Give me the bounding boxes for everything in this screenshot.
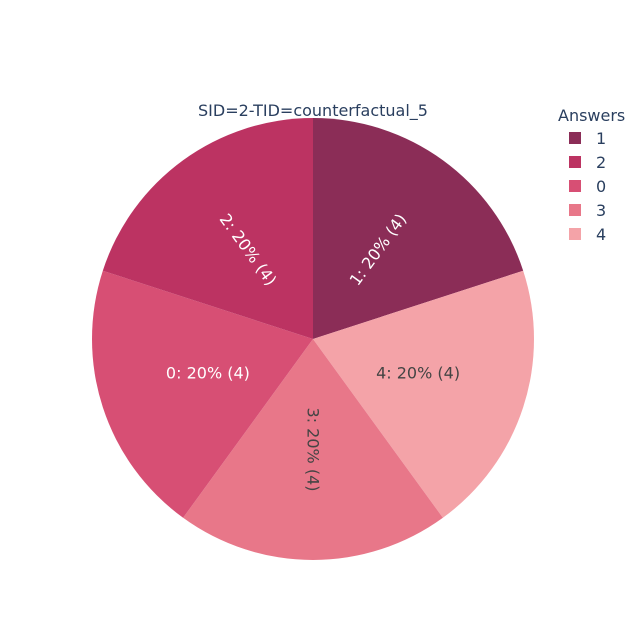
pie-slice-2 (102, 118, 313, 339)
pie-slice-3 (183, 339, 443, 561)
slice-label-4: 4: 20% (4) (376, 364, 460, 383)
slice-label-0: 0: 20% (4) (166, 364, 250, 383)
pie-slices (91, 118, 534, 561)
legend-title: Answers (558, 106, 625, 125)
legend-label-2[interactable]: 2 (596, 153, 606, 172)
legend-label-0[interactable]: 0 (596, 177, 606, 196)
legend-label-1[interactable]: 1 (596, 129, 606, 148)
chart-subtitle: SID=2-TID=counterfactual_5 (198, 101, 428, 121)
slice-label-3: 3: 20% (4) (304, 408, 323, 492)
legend-swatch-4[interactable] (569, 228, 581, 240)
pie-slice-0 (91, 270, 313, 518)
legend-swatch-2[interactable] (569, 156, 581, 168)
legend-swatch-0[interactable] (569, 180, 581, 192)
legend-swatch-1[interactable] (569, 132, 581, 144)
legend: Answers 1 2 0 3 4 (558, 106, 625, 244)
legend-swatch-3[interactable] (569, 204, 581, 216)
legend-label-4[interactable]: 4 (596, 225, 606, 244)
pie-slice-4 (313, 270, 534, 518)
legend-label-3[interactable]: 3 (596, 201, 606, 220)
pie-slice-1 (313, 118, 524, 339)
